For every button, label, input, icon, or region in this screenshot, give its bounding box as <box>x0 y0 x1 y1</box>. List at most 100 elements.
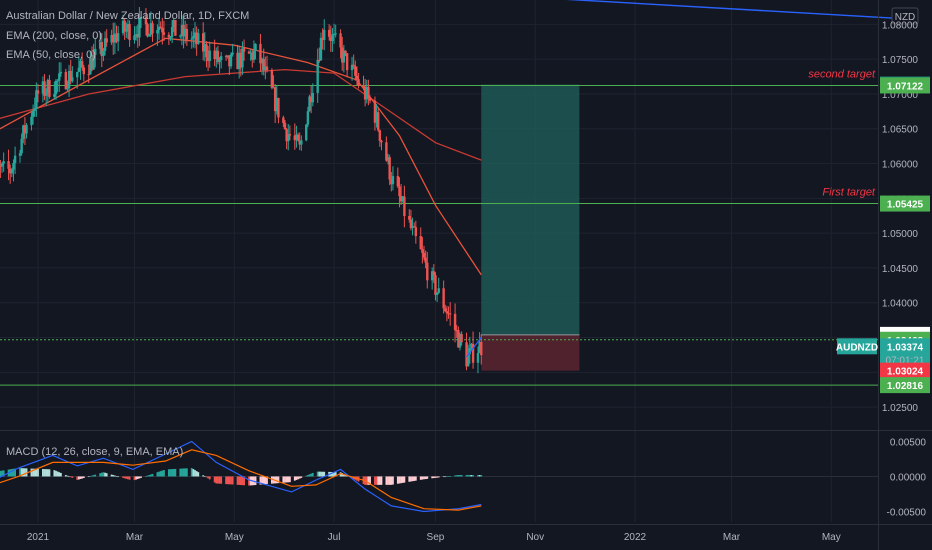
candle-body <box>87 74 90 76</box>
candle-body <box>355 75 359 80</box>
candle-body <box>66 88 69 90</box>
candle-body <box>208 50 211 62</box>
macd-histogram-bar <box>56 471 59 477</box>
macd-histogram-bar <box>169 469 172 477</box>
ema200-legend: EMA (200, close, 0) <box>6 30 102 42</box>
candle-body <box>422 252 426 258</box>
x-tick-label: 2021 <box>27 532 50 543</box>
macd-histogram-bar <box>413 476 416 481</box>
macd-histogram-bar <box>444 476 447 478</box>
candle-body <box>193 32 197 36</box>
candle-body <box>319 37 323 61</box>
countdown-label: 07:01:21 <box>886 355 925 366</box>
macd-histogram-bar <box>12 468 15 477</box>
candle-body <box>476 353 480 363</box>
candle-body <box>386 157 390 161</box>
ema50-line <box>0 37 482 276</box>
candle-body <box>375 112 378 123</box>
candle-body <box>0 163 4 167</box>
candle-body <box>401 196 404 202</box>
macd-histogram-bar <box>432 476 435 479</box>
macd-histogram-bar <box>76 476 79 480</box>
candle-body <box>228 55 231 67</box>
candle-body <box>265 66 269 71</box>
candle-body <box>144 17 148 25</box>
price-tags: 1.071351.071221.054251.035381.03468AUDNZ… <box>836 76 930 394</box>
candle-body <box>447 313 450 315</box>
candle-body <box>23 125 27 134</box>
macd-histogram-bar <box>305 475 308 477</box>
candle-body <box>157 26 161 31</box>
price-tag-label: 1.07122 <box>887 81 924 92</box>
short-trendline <box>466 337 482 358</box>
price-tag <box>880 362 930 379</box>
macd-histogram-bar <box>30 468 33 477</box>
candle-body <box>419 236 422 250</box>
price-tag-label: 1.05425 <box>887 200 924 211</box>
candle-body <box>116 33 120 42</box>
macd-histogram-bar <box>380 476 383 485</box>
macd-histogram-bar <box>22 468 25 477</box>
candle-body <box>67 70 71 89</box>
macd-histogram-bar <box>112 475 115 477</box>
candle-body <box>480 341 483 356</box>
candle-body <box>82 67 85 75</box>
macd-histogram-bar <box>334 472 337 477</box>
macd-histogram-bar <box>146 475 149 477</box>
macd-histogram-bar <box>225 476 227 485</box>
candle-body <box>254 43 257 51</box>
candle-body <box>334 33 337 35</box>
macd-histogram-bar <box>161 470 164 477</box>
macd-histogram-bar <box>465 475 468 477</box>
candle-body <box>296 134 300 141</box>
candle-body <box>236 52 239 70</box>
macd-histogram-bar <box>87 476 90 478</box>
macd-histogram-bar <box>459 475 461 477</box>
macd-histogram-bar <box>321 471 324 477</box>
candle-body <box>2 161 5 164</box>
candle-body <box>133 35 136 41</box>
macd-histogram-bar <box>99 473 102 477</box>
macd-histogram-bar <box>230 476 232 485</box>
candle-body <box>354 66 357 76</box>
macd-histogram-bar <box>69 476 72 478</box>
candle-body <box>399 196 403 202</box>
macd-histogram-bar <box>306 475 309 477</box>
macd-histogram-bar <box>105 473 108 477</box>
macd-histogram-bar <box>2 470 5 477</box>
macd-histogram-bar <box>310 473 313 477</box>
macd-histogram-bar <box>480 475 483 477</box>
candle-body <box>76 71 79 78</box>
macd-histogram-bar <box>311 472 314 477</box>
macd-histogram-bar <box>24 468 26 477</box>
macd-histogram-bar <box>243 476 245 486</box>
x-tick-label: Sep <box>427 532 445 543</box>
candle-body <box>170 27 174 37</box>
candle-body <box>316 59 319 93</box>
candle-body <box>58 73 61 81</box>
target-zone <box>481 84 580 335</box>
candle-body <box>298 140 301 145</box>
candle-body <box>408 216 411 220</box>
macd-histogram-bar <box>184 468 187 477</box>
x-tick-label: 2022 <box>624 532 647 543</box>
candle-body <box>270 70 274 88</box>
macd-histogram-bar <box>163 470 165 477</box>
candle-body <box>282 117 285 123</box>
macd-histogram-bar <box>241 476 244 486</box>
candle-body <box>90 57 94 70</box>
candle-body <box>98 42 102 49</box>
macd-histogram-bar <box>434 476 437 478</box>
trendlines <box>466 0 905 358</box>
macd-histogram-bar <box>264 476 267 485</box>
ema50-legend: EMA (50, close, 0) <box>6 49 96 61</box>
macd-histogram-bar <box>369 476 371 485</box>
candle-body <box>252 50 256 60</box>
candle-body <box>25 125 28 134</box>
macd-histogram-bar <box>421 476 424 480</box>
macd-histogram-bar <box>285 476 288 483</box>
macd-histogram-bar <box>208 476 211 480</box>
candle-body <box>201 33 205 52</box>
macd-histogram-bar <box>213 476 216 483</box>
